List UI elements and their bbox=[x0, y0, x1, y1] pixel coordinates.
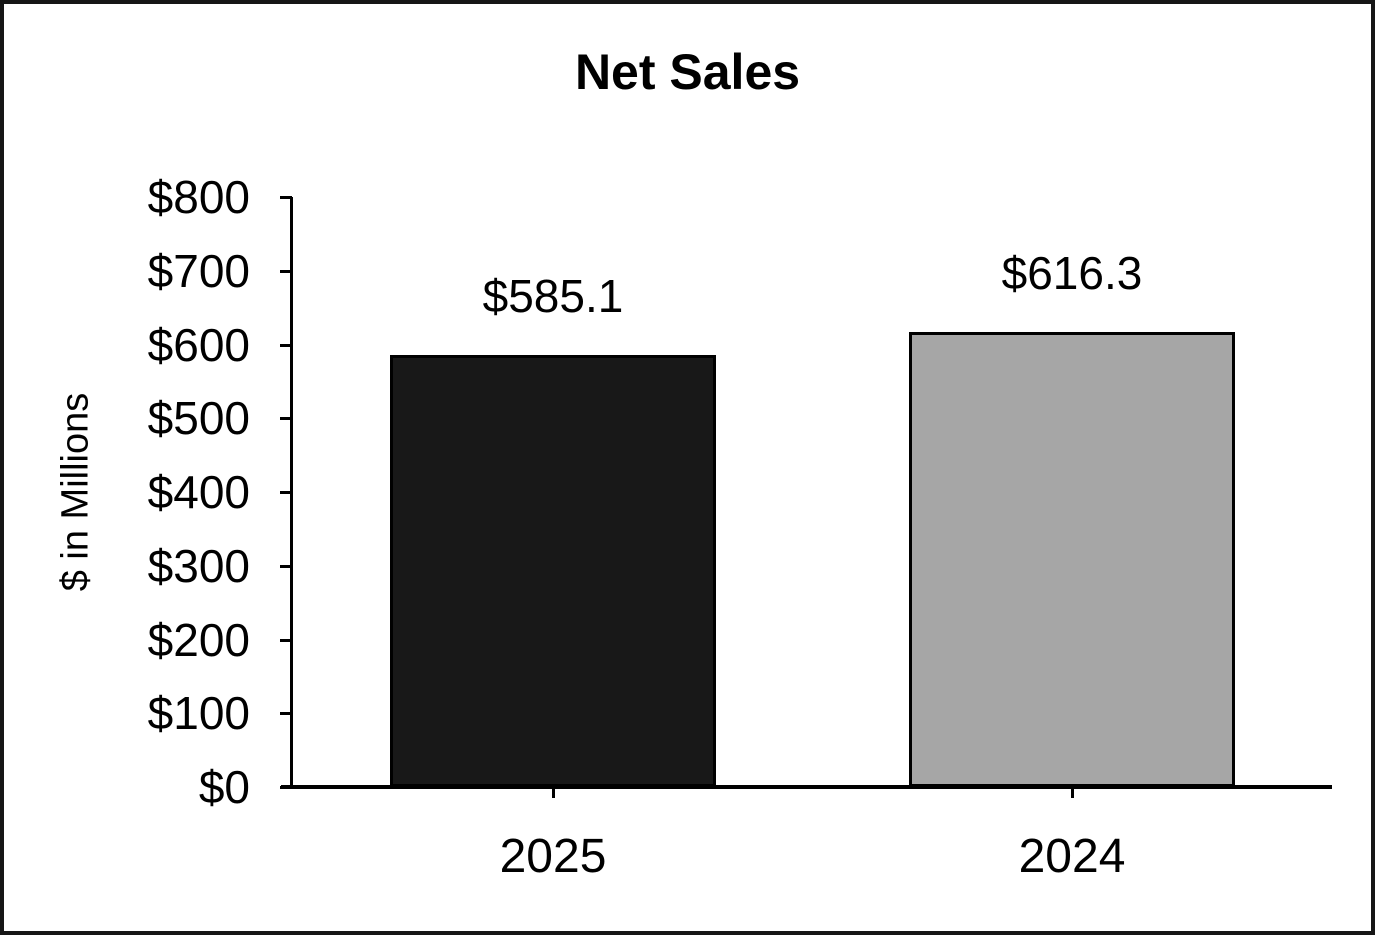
y-tick bbox=[280, 786, 292, 789]
x-category-label: 2025 bbox=[499, 830, 607, 883]
y-tick-label: $500 bbox=[147, 392, 250, 444]
y-tick-label: $200 bbox=[147, 614, 250, 666]
y-tick bbox=[280, 491, 292, 494]
y-tick bbox=[280, 712, 292, 715]
y-tick-label: $0 bbox=[198, 761, 250, 813]
y-tick bbox=[280, 196, 292, 199]
x-axis-line bbox=[281, 785, 1332, 789]
category-tick bbox=[1071, 788, 1074, 798]
y-tick-label: $100 bbox=[147, 687, 250, 739]
y-tick bbox=[280, 639, 292, 642]
x-category-label: 2024 bbox=[1018, 830, 1126, 883]
bar bbox=[909, 332, 1235, 787]
bar-value-label: $585.1 bbox=[482, 270, 624, 322]
y-tick-label: $300 bbox=[147, 540, 250, 592]
chart-title: Net Sales bbox=[574, 44, 801, 100]
y-tick bbox=[280, 417, 292, 420]
bar-value-label: $616.3 bbox=[1001, 247, 1143, 299]
y-tick-label: $600 bbox=[147, 319, 250, 371]
y-tick bbox=[280, 565, 292, 568]
y-tick bbox=[280, 344, 292, 347]
category-tick bbox=[552, 788, 555, 798]
y-tick bbox=[280, 270, 292, 273]
y-tick-label: $800 bbox=[147, 171, 250, 223]
y-tick-label: $700 bbox=[147, 245, 250, 297]
bar bbox=[390, 355, 716, 787]
y-tick-label: $400 bbox=[147, 466, 250, 518]
